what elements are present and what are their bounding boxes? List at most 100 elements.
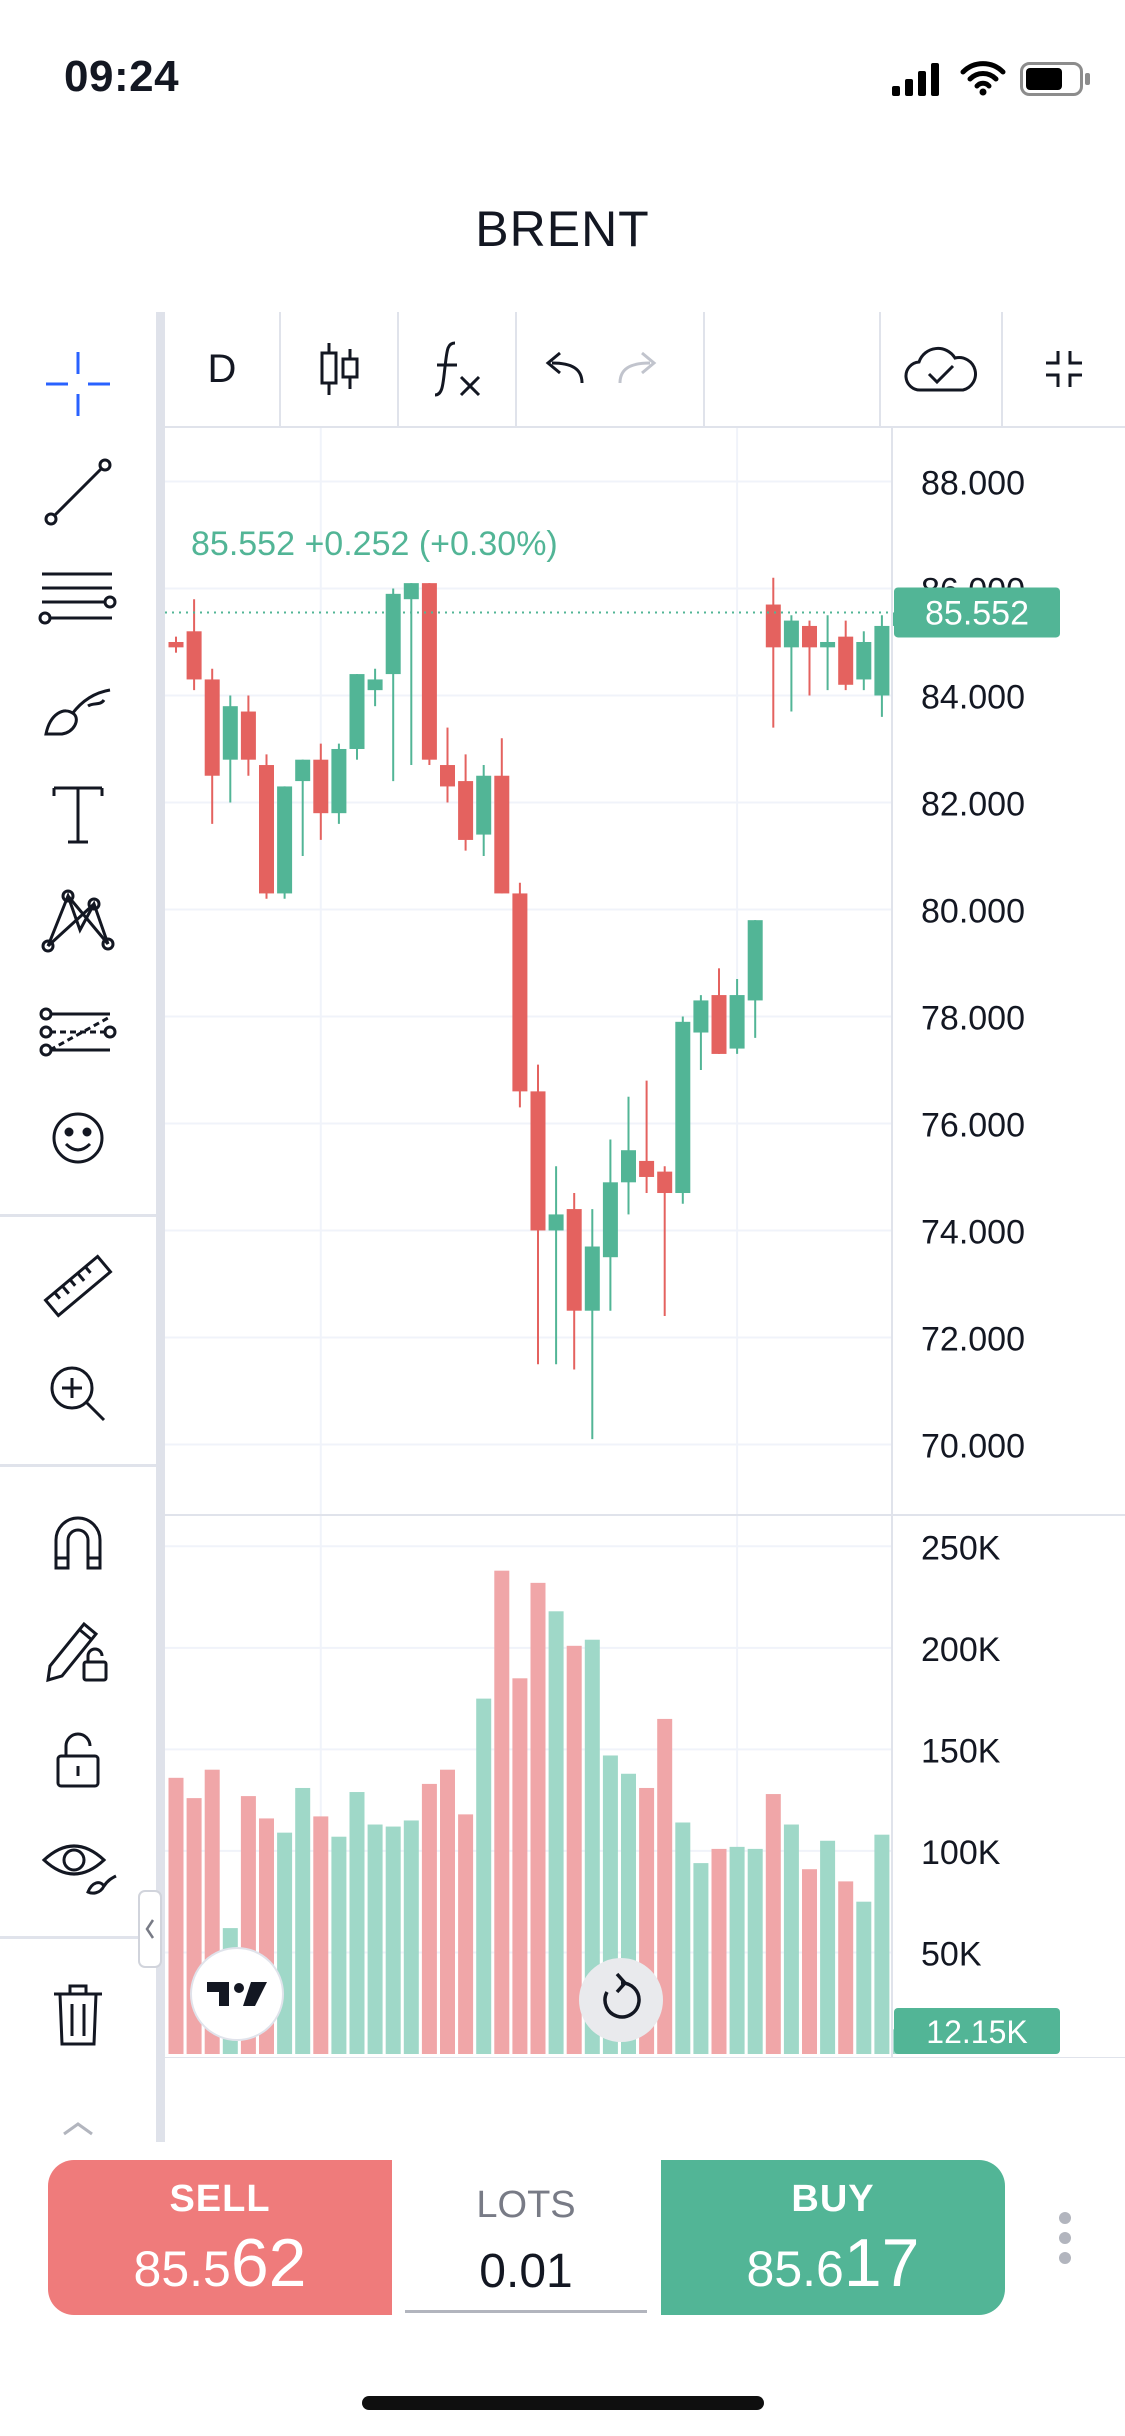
pattern-icon[interactable] <box>36 880 120 964</box>
volume-bar <box>458 1814 474 2054</box>
candle-body <box>476 775 492 835</box>
wifi-icon <box>960 61 1006 96</box>
magnet-icon[interactable] <box>36 1500 120 1584</box>
volume-bar <box>349 1792 365 2054</box>
sell-price: 85.562 <box>133 2225 307 2301</box>
eye-icon[interactable] <box>36 1824 120 1908</box>
price-tick-label: 80.000 <box>921 892 1025 930</box>
volume-bar <box>277 1832 293 2054</box>
volume-bar <box>675 1822 691 2054</box>
price-tick-label: 72.000 <box>921 1320 1025 1358</box>
candle <box>494 738 510 894</box>
last-volume-badge <box>894 2008 1060 2054</box>
candle-body <box>313 759 329 814</box>
candle <box>693 995 709 1070</box>
buy-button[interactable]: BUY 85.617 <box>661 2160 1005 2315</box>
volume-bar <box>584 1639 600 2054</box>
text-icon[interactable] <box>36 772 120 856</box>
volume-tick-label: 250K <box>921 1529 1001 1567</box>
candle-body <box>204 679 220 776</box>
brush-icon[interactable] <box>36 666 120 750</box>
volume-bar <box>783 1824 799 2054</box>
candle-body <box>186 631 202 680</box>
candle-body <box>530 1091 546 1231</box>
toolbar-divider <box>156 312 165 2142</box>
price-chart[interactable]: 85.552 +0.252 (+0.30%)88.00086.00084.000… <box>165 428 1125 2058</box>
more-options-icon[interactable] <box>1055 2208 1075 2268</box>
tradingview-logo <box>190 1947 284 2041</box>
crosshair-icon[interactable] <box>36 342 120 426</box>
price-tick-label: 76.000 <box>921 1106 1025 1144</box>
candle <box>331 743 347 824</box>
candle <box>548 1166 564 1365</box>
candle <box>440 727 455 803</box>
fib-lines-icon[interactable] <box>36 558 120 642</box>
candle <box>277 786 293 899</box>
volume-bar <box>367 1824 383 2054</box>
candle <box>168 636 184 653</box>
volume-bar <box>711 1848 727 2054</box>
candles-icon[interactable] <box>281 312 397 426</box>
candle <box>240 695 256 776</box>
lock-drawing-icon[interactable] <box>36 1608 120 1692</box>
redo-icon[interactable] <box>597 312 681 426</box>
volume-bar <box>313 1816 329 2054</box>
drawing-toolbar <box>0 312 158 2142</box>
chart-toolbar: D <box>165 312 1125 428</box>
price-tick-label: 82.000 <box>921 785 1025 823</box>
candle <box>856 631 872 691</box>
volume-bar <box>729 1846 745 2054</box>
candle <box>259 754 274 899</box>
sell-button[interactable]: SELL 85.562 <box>48 2160 392 2315</box>
candle <box>747 920 763 1038</box>
candle-body <box>856 641 872 680</box>
candle-body <box>602 1182 618 1258</box>
candle-body <box>566 1209 582 1311</box>
status-time: 09:24 <box>64 52 180 101</box>
ruler-icon[interactable] <box>36 1244 120 1328</box>
volume-bar <box>874 1834 890 2054</box>
candle-body <box>765 604 781 648</box>
battery-icon <box>1020 62 1090 96</box>
candle-body <box>729 995 745 1049</box>
volume-bar <box>494 1570 510 2054</box>
volume-bar <box>440 1769 455 2054</box>
candle-body <box>621 1150 636 1183</box>
candle-body <box>548 1214 564 1231</box>
interval-button[interactable]: D <box>207 346 237 391</box>
page-title: BRENT <box>475 201 650 257</box>
volume-bar <box>693 1863 709 2054</box>
undo-icon[interactable] <box>517 312 609 426</box>
emoji-icon[interactable] <box>36 1096 120 1180</box>
volume-bar <box>765 1794 781 2054</box>
candle-body <box>259 765 274 894</box>
home-indicator <box>362 2396 764 2410</box>
unlock-icon[interactable] <box>36 1716 120 1800</box>
trend-line-icon[interactable] <box>36 450 120 534</box>
volume-bar <box>331 1836 347 2054</box>
price-tick-label: 88.000 <box>921 464 1025 502</box>
candle-body <box>168 641 184 648</box>
candle <box>476 765 492 856</box>
reset-chart-button[interactable] <box>579 1958 663 2042</box>
lots-field[interactable]: LOTS 0.01 <box>405 2160 647 2315</box>
candle <box>639 1080 655 1194</box>
volume-bar <box>476 1698 492 2054</box>
volume-bar <box>802 1869 817 2054</box>
cloud-saved-icon[interactable] <box>881 312 1001 426</box>
volume-bar <box>295 1787 311 2054</box>
volume-bar <box>856 1901 872 2054</box>
trash-icon[interactable] <box>36 1972 120 2056</box>
collapse-toolbar-handle[interactable] <box>138 1890 162 1968</box>
indicators-icon[interactable] <box>399 312 515 426</box>
lots-input[interactable]: 0.01 <box>479 2245 573 2298</box>
volume-tick-label: 200K <box>921 1631 1001 1669</box>
candle-body <box>747 920 763 1001</box>
candle <box>621 1096 636 1215</box>
collapse-icon[interactable] <box>1003 312 1125 426</box>
toolbar-separator <box>0 1936 156 1939</box>
forecast-icon[interactable] <box>36 988 120 1072</box>
chevron-up-icon[interactable] <box>60 2118 96 2138</box>
volume-tick-label: 150K <box>921 1732 1001 1770</box>
zoom-in-icon[interactable] <box>36 1352 120 1436</box>
